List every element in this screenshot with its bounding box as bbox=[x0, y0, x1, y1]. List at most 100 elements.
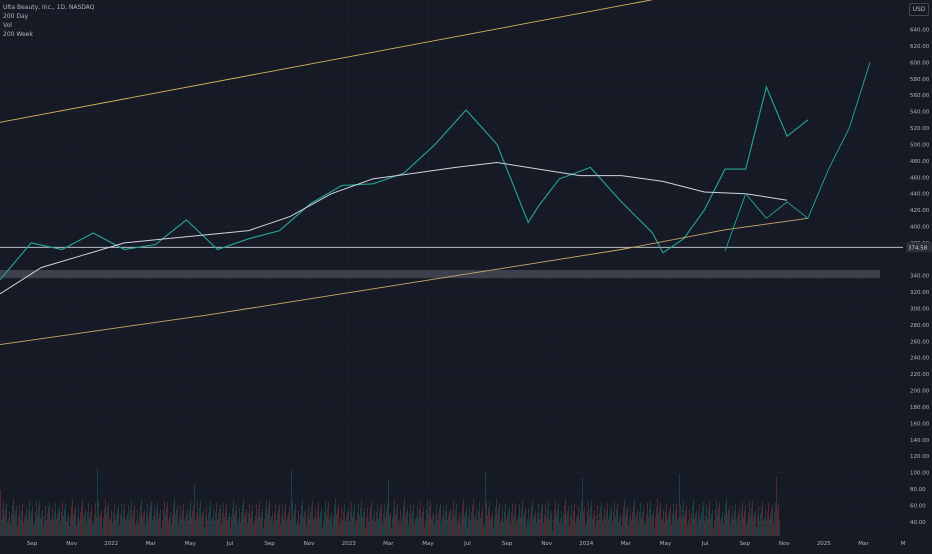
volume-bar bbox=[571, 504, 572, 536]
volume-bar bbox=[693, 499, 694, 536]
volume-bar bbox=[586, 521, 587, 536]
volume-bar bbox=[447, 520, 448, 536]
volume-bar bbox=[646, 513, 647, 536]
volume-bar bbox=[80, 512, 81, 536]
volume-bar bbox=[22, 504, 23, 536]
volume-bar bbox=[534, 514, 535, 536]
volume-bar bbox=[132, 516, 133, 536]
volume-bar bbox=[68, 513, 69, 536]
volume-bar bbox=[233, 499, 234, 536]
volume-bar bbox=[343, 511, 344, 536]
volume-bar bbox=[197, 502, 198, 536]
volume-bar bbox=[377, 503, 378, 536]
volume-bar bbox=[17, 525, 18, 536]
volume-bar bbox=[510, 522, 511, 536]
volume-bar bbox=[84, 513, 85, 536]
volume-bar bbox=[525, 506, 526, 536]
volume-bar bbox=[761, 506, 762, 536]
volume-bar bbox=[553, 519, 554, 536]
volume-bar bbox=[481, 512, 482, 536]
volume-bar bbox=[576, 518, 577, 536]
price-axis-label: 260.00 bbox=[910, 339, 930, 345]
volume-bar bbox=[667, 520, 668, 536]
volume-bar bbox=[696, 510, 697, 536]
volume-bar bbox=[755, 509, 756, 536]
volume-bar bbox=[455, 509, 456, 536]
volume-bar bbox=[604, 506, 605, 536]
volume-bar bbox=[778, 502, 779, 536]
volume-bar bbox=[66, 521, 67, 536]
volume-bar bbox=[208, 513, 209, 536]
volume-bar bbox=[490, 519, 491, 536]
volume-bar bbox=[209, 506, 210, 536]
volume-bar bbox=[271, 516, 272, 536]
time-axis-label: May bbox=[185, 541, 197, 547]
volume-bar bbox=[60, 521, 61, 536]
volume-bar bbox=[281, 515, 282, 536]
volume-bar bbox=[769, 519, 770, 536]
volume-bar bbox=[6, 503, 7, 536]
volume-bar bbox=[721, 517, 722, 536]
volume-bar bbox=[770, 513, 771, 536]
volume-bar bbox=[764, 517, 765, 536]
volume-bar bbox=[413, 504, 414, 536]
legend-indicator-200-week[interactable]: 200 Week bbox=[3, 31, 33, 38]
volume-bar bbox=[737, 517, 738, 536]
volume-bar bbox=[722, 511, 723, 536]
volume-bar bbox=[622, 515, 623, 536]
volume-bar bbox=[669, 509, 670, 536]
volume-bar bbox=[348, 508, 349, 536]
volume-bar bbox=[376, 512, 377, 536]
volume-bar bbox=[43, 525, 44, 536]
price-axis-label: 560.00 bbox=[910, 93, 930, 99]
volume-bar bbox=[18, 515, 19, 536]
volume-bar bbox=[416, 515, 417, 536]
volume-bar bbox=[180, 506, 181, 536]
volume-bar bbox=[505, 504, 506, 536]
volume-bar bbox=[381, 504, 382, 536]
volume-bar bbox=[519, 504, 520, 536]
volume-bar bbox=[33, 525, 34, 536]
volume-bar bbox=[775, 502, 776, 536]
volume-bar bbox=[559, 522, 560, 536]
volume-bar bbox=[426, 509, 427, 536]
volume-bar bbox=[668, 514, 669, 536]
legend-indicator-vol[interactable]: Vol bbox=[3, 22, 12, 29]
volume-bar bbox=[166, 508, 167, 536]
volume-bar bbox=[27, 519, 28, 536]
volume-bar bbox=[470, 520, 471, 536]
volume-bar bbox=[485, 472, 486, 536]
volume-bar bbox=[601, 502, 602, 536]
volume-bar bbox=[305, 508, 306, 536]
volume-bar bbox=[128, 505, 129, 536]
volume-bar bbox=[570, 514, 571, 536]
volume-bar bbox=[39, 500, 40, 536]
volume-bar bbox=[229, 513, 230, 536]
volume-bar bbox=[743, 517, 744, 536]
volume-bar bbox=[666, 504, 667, 536]
volume-bar bbox=[99, 518, 100, 536]
volume-bar bbox=[594, 510, 595, 536]
volume-bar bbox=[633, 505, 634, 536]
legend-indicator-200-day[interactable]: 200 Day bbox=[3, 13, 29, 20]
volume-bar bbox=[465, 511, 466, 536]
currency-button[interactable]: USD bbox=[909, 3, 929, 16]
volume-bar bbox=[753, 517, 754, 536]
volume-bar bbox=[372, 519, 373, 536]
volume-bar bbox=[52, 507, 53, 536]
price-axis-label: 640.00 bbox=[910, 28, 930, 34]
volume-bar bbox=[688, 520, 689, 536]
volume-bar bbox=[542, 503, 543, 536]
time-axis-label: Mar bbox=[858, 541, 869, 547]
volume-bar bbox=[234, 515, 235, 536]
volume-bar bbox=[268, 507, 269, 536]
volume-bar bbox=[650, 501, 651, 536]
volume-bar bbox=[65, 503, 66, 536]
volume-bar bbox=[11, 513, 12, 536]
volume-bar bbox=[649, 508, 650, 536]
volume-bar bbox=[704, 521, 705, 536]
volume-bar bbox=[28, 509, 29, 536]
volume-bar bbox=[0, 490, 1, 536]
